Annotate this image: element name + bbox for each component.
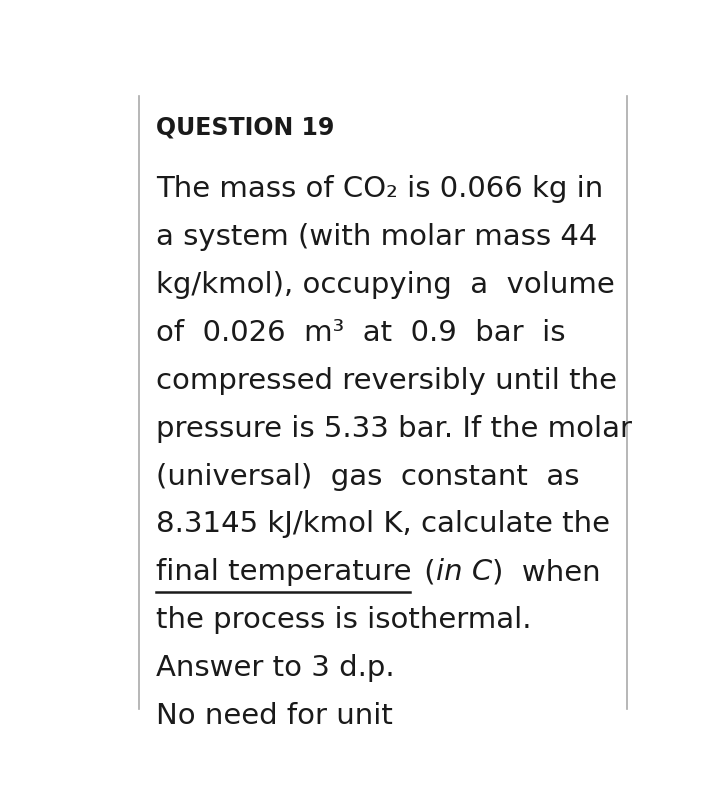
Text: (: (: [415, 559, 436, 587]
Text: Answer to 3 d.p.: Answer to 3 d.p.: [156, 654, 395, 682]
Text: kg/kmol), occupying  a  volume: kg/kmol), occupying a volume: [156, 271, 615, 299]
Text: QUESTION 19: QUESTION 19: [156, 116, 334, 139]
Text: compressed reversibly until the: compressed reversibly until the: [156, 367, 617, 395]
Text: (universal)  gas  constant  as: (universal) gas constant as: [156, 462, 580, 491]
Text: a system (with molar mass 44: a system (with molar mass 44: [156, 223, 597, 251]
Text: final temperature: final temperature: [156, 559, 411, 587]
Text: of  0.026  m³  at  0.9  bar  is: of 0.026 m³ at 0.9 bar is: [156, 319, 565, 347]
Text: the process is isothermal.: the process is isothermal.: [156, 607, 531, 634]
Text: 8.3145 kJ/kmol K, calculate the: 8.3145 kJ/kmol K, calculate the: [156, 511, 610, 539]
Text: pressure is 5.33 bar. If the molar: pressure is 5.33 bar. If the molar: [156, 414, 632, 443]
Text: The mass of CO₂ is 0.066 kg in: The mass of CO₂ is 0.066 kg in: [156, 175, 603, 203]
Text: )  when: ) when: [492, 559, 600, 587]
Text: in C: in C: [436, 559, 492, 587]
Text: No need for unit: No need for unit: [156, 702, 392, 730]
